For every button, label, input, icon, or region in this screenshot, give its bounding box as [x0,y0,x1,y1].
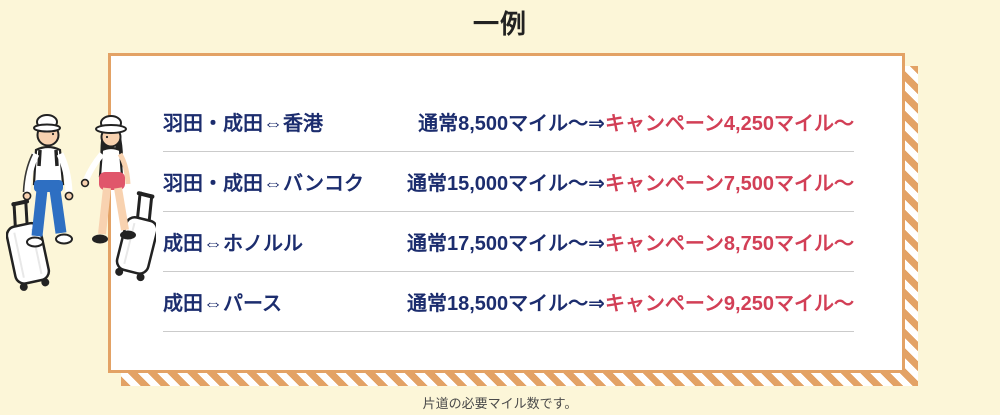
table-row: 成田⇔ホノルル 通常17,500マイル〜⇒キャンペーン8,750マイル〜 [163,212,854,272]
table-row: 成田⇔パース 通常18,500マイル〜⇒キャンペーン9,250マイル〜 [163,272,854,332]
miles-value: 通常8,500マイル〜⇒キャンペーン4,250マイル〜 [418,107,854,136]
miles-table: 羽田・成田⇔香港 通常8,500マイル〜⇒キャンペーン4,250マイル〜 羽田・… [111,56,902,332]
route-label: 羽田・成田⇔バンコク [163,173,364,195]
table-row: 羽田・成田⇔バンコク 通常15,000マイル〜⇒キャンペーン7,500マイル〜 [163,152,854,212]
arrow-right-icon: ⇒ [588,113,605,135]
arrow-right-icon: ⇒ [588,293,605,315]
campaign-miles: キャンペーン9,250マイル〜 [604,293,854,315]
route-label: 成田⇔ホノルル [163,233,303,255]
normal-miles: 通常17,500マイル〜 [407,233,589,255]
footnote: 片道の必要マイル数です。 [422,396,578,411]
campaign-miles: キャンペーン4,250マイル〜 [604,113,854,135]
campaign-miles: キャンペーン7,500マイル〜 [604,173,854,195]
travelers-illustration-icon [6,114,156,291]
normal-miles: 通常18,500マイル〜 [407,293,589,315]
arrow-right-icon: ⇒ [588,233,605,255]
page-title: 一例 [472,9,527,39]
miles-value: 通常17,500マイル〜⇒キャンペーン8,750マイル〜 [407,227,854,256]
campaign-miles: キャンペーン8,750マイル〜 [604,233,854,255]
arrow-right-icon: ⇒ [588,173,605,195]
route-label: 羽田・成田⇔香港 [163,113,323,135]
normal-miles: 通常15,000マイル〜 [407,173,589,195]
route-label: 成田⇔パース [163,293,282,315]
miles-value: 通常15,000マイル〜⇒キャンペーン7,500マイル〜 [407,167,854,196]
example-card: 羽田・成田⇔香港 通常8,500マイル〜⇒キャンペーン4,250マイル〜 羽田・… [108,53,918,386]
miles-value: 通常18,500マイル〜⇒キャンペーン9,250マイル〜 [407,287,854,316]
card-body: 羽田・成田⇔香港 通常8,500マイル〜⇒キャンペーン4,250マイル〜 羽田・… [108,53,905,373]
normal-miles: 通常8,500マイル〜 [418,113,589,135]
table-row: 羽田・成田⇔香港 通常8,500マイル〜⇒キャンペーン4,250マイル〜 [163,92,854,152]
